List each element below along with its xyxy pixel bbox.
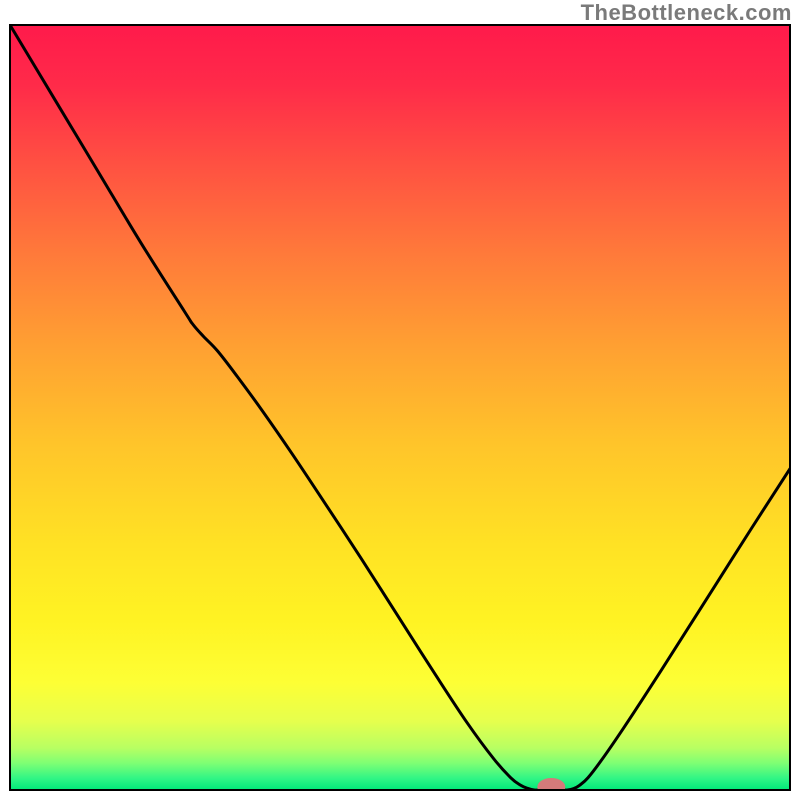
gradient-background bbox=[10, 25, 790, 790]
bottleneck-chart bbox=[0, 0, 800, 800]
optimal-marker bbox=[537, 778, 565, 796]
watermark-text: TheBottleneck.com bbox=[581, 0, 792, 26]
chart-container: TheBottleneck.com bbox=[0, 0, 800, 800]
